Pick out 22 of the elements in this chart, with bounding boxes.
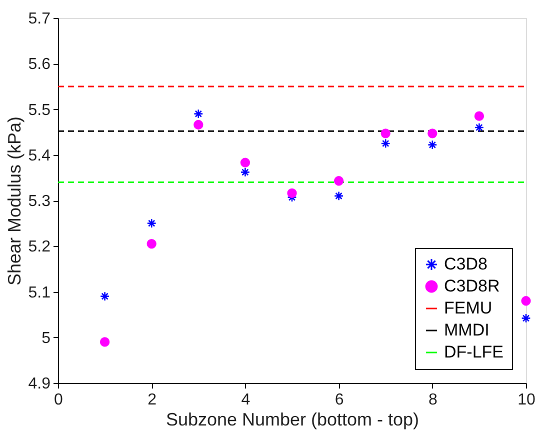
x-tick-label: 6: [334, 392, 344, 408]
legend-label: FEMU: [444, 298, 492, 318]
y-tick-label: 5.2: [28, 238, 51, 256]
x-tick-label: 10: [518, 392, 536, 408]
x-axis-title: Subzone Number (bottom - top): [166, 410, 420, 430]
y-tick-label: 5.6: [28, 56, 51, 74]
y-tick-label: 5.5: [28, 102, 51, 119]
y-tick-label: 5.7: [28, 10, 51, 28]
legend-label: DF-LFE: [444, 342, 504, 362]
x-tick-label: 2: [148, 392, 157, 408]
x-tick-label: 8: [428, 392, 438, 408]
legend-label: MMDI: [444, 320, 490, 340]
x-tick-label: 0: [54, 392, 64, 408]
legend-label: C3D8: [444, 254, 488, 274]
legend-label: C3D8R: [444, 276, 500, 296]
y-tick-label: 5.3: [28, 193, 51, 210]
y-tick-label: 5.1: [28, 284, 51, 302]
y-tick-label: 4.9: [28, 376, 51, 392]
y-tick-label: 5: [42, 330, 51, 347]
y-tick-label: 5.4: [28, 147, 51, 164]
y-axis-title: Shear Modulus (kPa): [4, 116, 24, 286]
x-tick-label: 4: [241, 392, 250, 408]
